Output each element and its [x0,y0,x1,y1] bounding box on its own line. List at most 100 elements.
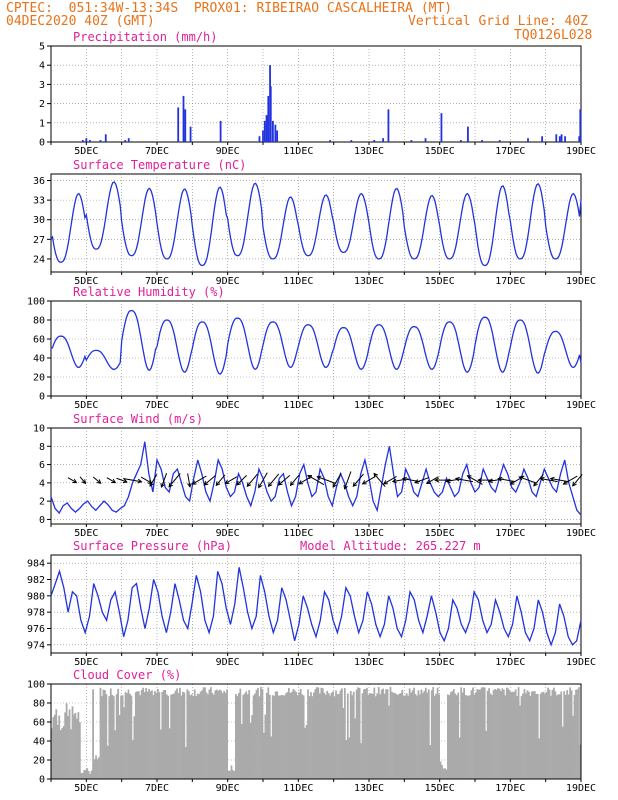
wind-arrow [540,478,558,483]
cloud-bar [308,696,311,779]
cloud-bar [280,694,283,779]
cloud-bar [274,691,277,779]
cloud-bar [369,693,371,779]
cloud-bar [346,693,349,779]
panel5-title: Cloud Cover (%) [73,668,181,682]
cloud-bar [64,712,67,779]
cloud-bar [184,747,187,779]
cloud-bar [142,687,145,779]
cloud-bar [451,691,454,779]
cloud-bar [507,688,510,779]
cloud-bar [391,691,393,779]
wind-arrow-head [72,478,78,484]
wind-arrow [116,477,128,483]
cloud-bar [101,696,103,779]
wind-arrow [246,473,258,487]
cloud-bar [528,691,530,779]
cloud-bar [139,695,142,779]
cloud-bar [324,694,327,779]
panel1-ytick-label: 36 [33,176,45,187]
panel2-ytick-label: 60 [33,335,45,346]
cloud-bar [148,688,150,779]
wind-arrow-head [168,482,173,488]
panel3-ytick-label: 6 [39,460,45,471]
panel5-xtick-label: 13DEC [354,783,384,794]
wind-arrow-head [187,482,192,488]
cloud-bar [310,692,312,779]
wind-arrow [149,474,158,487]
cloud-bar [170,694,173,779]
cloud-bar [470,690,473,779]
cloud-bar [497,688,499,779]
cloud-bar [447,694,449,779]
cloud-bar [273,695,276,779]
panel2-xtick-label: 9DEC [216,400,240,411]
precip-bar [262,130,264,142]
cloud-bar [461,692,464,779]
cloud-bar [479,689,482,779]
cloud-bar [326,690,329,779]
cloud-bar [161,691,164,779]
cloud-bar [198,694,200,779]
cloud-bar [61,728,64,779]
panel0-frame [50,45,582,143]
cloud-bar [111,694,114,779]
precip-bar [274,124,277,142]
header-line1: CPTEC: 051:34W-13:34S PROX01: RIBEIRAO C… [6,1,453,16]
header-date: 04DEC2020 40Z (GMT) [6,14,155,29]
cloud-bar [423,690,426,779]
wind-arrow-head [425,479,431,485]
cloud-bar [96,759,99,779]
panel5-ytick-label: 40 [33,737,45,748]
precip-bar [560,134,563,142]
cloud-bar [336,694,339,779]
cloud-bar [360,743,362,779]
cloud-bar [173,693,175,779]
cloud-bar [263,732,265,779]
wind-arrow [258,472,268,488]
cloud-bar [491,695,493,779]
cloud-bar [404,695,407,779]
panel3-ytick-label: 8 [39,442,45,453]
cloud-bar [114,730,117,779]
cloud-bar [561,726,564,779]
cloud-bar [307,689,309,779]
cloud-bar [229,770,231,779]
wind-arrow [352,473,364,487]
precip-bar [124,140,127,142]
panel2-ytick-label: 20 [33,373,45,384]
wind-arrow [563,475,578,485]
wind-arrow-head [434,477,439,483]
cloud-bar [547,687,549,779]
cloud-bar [485,730,488,779]
cloud-bar [226,689,228,779]
cloud-bar [551,689,554,779]
cloud-bar [394,692,396,779]
cloud-bar [345,740,348,779]
cloud-bar [427,689,430,779]
cloud-bar [569,687,571,779]
wind-arrow [414,477,430,484]
cloud-bar [454,693,457,779]
cloud-bar [258,696,261,779]
cloud-bar [407,695,410,779]
panel2-xtick-label: 15DEC [425,400,455,411]
cloud-bar [563,691,566,779]
cloud-bar [296,695,299,779]
wind-arrow [467,475,483,485]
wind-arrow [307,475,325,486]
cloud-bar [374,696,377,779]
cloud-bar [526,690,529,779]
cloud-bar [354,718,357,779]
cloud-bar [202,687,205,779]
cloud-bar [376,693,379,779]
cloud-bar [224,692,227,779]
panel2-xtick-label: 19DEC [566,400,596,411]
cloud-bar [204,687,206,779]
header-code: TQ0126L028 [514,28,593,43]
precip-bar [467,126,469,142]
cloud-bar [417,690,420,779]
cloud-bar [289,692,292,779]
cloud-bar [495,689,498,779]
panel5-frame-top [50,683,582,780]
